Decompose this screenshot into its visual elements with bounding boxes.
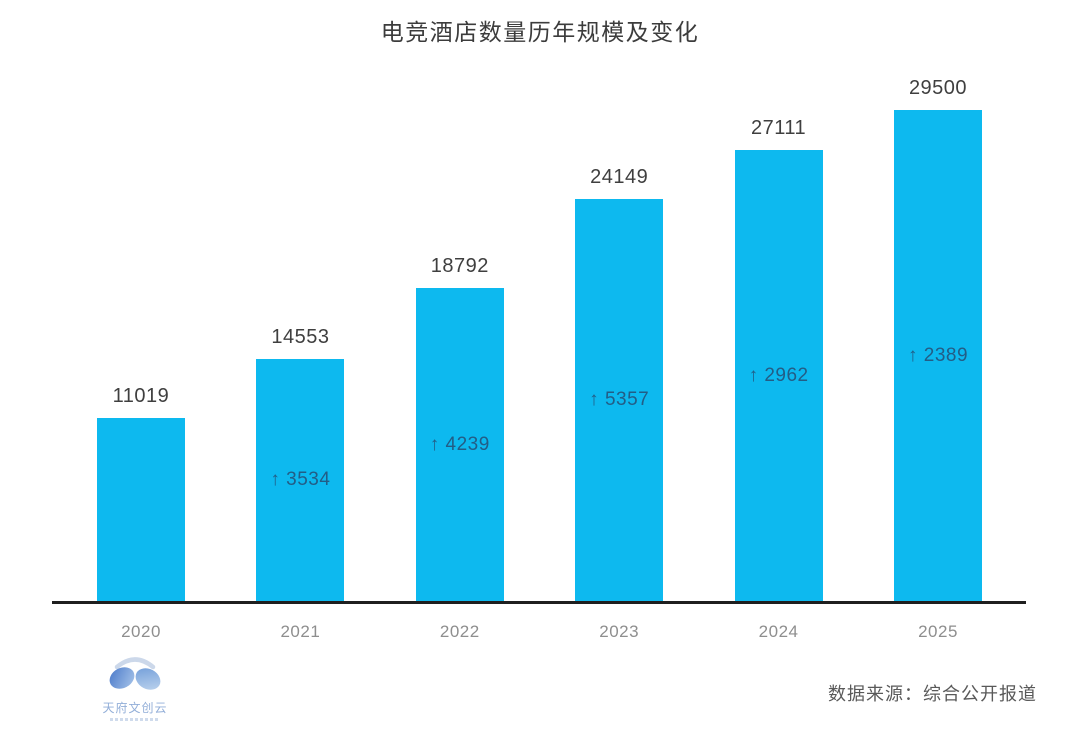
data-source-note: 数据来源：综合公开报道 (828, 684, 1037, 704)
bar-2022: ↑ 4239 (415, 288, 504, 601)
x-axis-line (52, 601, 1026, 604)
x-tick-label: 2023 (599, 622, 640, 641)
bar-delta-label: ↑ 5357 (589, 389, 650, 410)
plot-area: 11019 ↑ 3534 14553 ↑ 4239 18792 ↑ 5357 24149 ↑ … (52, 0, 1026, 601)
bar-value-label: 27111 (751, 117, 807, 139)
bar-2023: ↑ 5357 (575, 199, 664, 601)
bar-value-label: 14553 (271, 326, 330, 348)
bar-2024: ↑ 2962 (734, 150, 823, 601)
x-tick-label: 2021 (280, 622, 321, 641)
logo-subtext-line (110, 718, 160, 721)
x-tick-label: 2022 (439, 622, 480, 641)
bar-value-label: 11019 (112, 385, 170, 407)
chart-title: 电竞酒店数量历年规模及变化 (380, 19, 700, 45)
bar-2025: ↑ 2389 (894, 110, 982, 601)
bar-value-label: 24149 (590, 166, 649, 188)
x-tick-label: 2020 (121, 622, 161, 641)
x-tick-label: 2024 (758, 622, 799, 641)
bar-delta-label: ↑ 2389 (907, 344, 969, 366)
bar-delta-label: ↑ 3534 (270, 469, 331, 490)
bar-2020 (97, 418, 185, 601)
bar-value-label: 18792 (430, 255, 489, 277)
logo: 天府文创云 (101, 650, 169, 721)
x-tick-label: 2025 (918, 622, 958, 641)
logo-text: 天府文创云 (102, 701, 168, 715)
bar-value-label: 29500 (908, 77, 968, 99)
logo-headphones-icon (109, 657, 161, 690)
bar-delta-label: ↑ 4239 (429, 433, 490, 455)
bar-2021: ↑ 3534 (256, 359, 345, 601)
bar-delta-label: ↑ 2962 (748, 364, 809, 386)
